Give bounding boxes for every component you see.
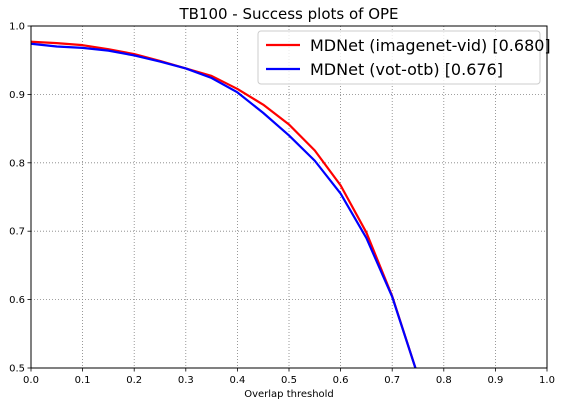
y-tick-label: 0.9	[9, 90, 25, 101]
series-layer	[30, 40, 417, 369]
y-tick-label: 0.6	[9, 295, 25, 306]
x-tick-label: 0.6	[333, 375, 349, 386]
x-tick-label: 0.8	[436, 375, 452, 386]
x-axis-label: Overlap threshold	[244, 389, 334, 400]
y-tick-label: 0.8	[9, 158, 25, 169]
series-line-1	[30, 42, 417, 369]
x-axis: 0.0 0.1 0.2 0.3 0.4 0.5 0.6 0.7 0.8 0.9 1.0	[23, 368, 555, 386]
series-line-0	[30, 40, 417, 369]
y-tick-label: 0.5	[9, 364, 25, 375]
y-axis: 0.5 0.6 0.7 0.8 0.9 1.0	[9, 22, 31, 375]
x-tick-label: 0.5	[281, 375, 297, 386]
x-tick-label: 0.4	[229, 375, 245, 386]
x-tick-label: 0.7	[384, 375, 400, 386]
legend: MDNet (imagenet-vid) [0.680] MDNet (vot-o…	[257, 30, 551, 85]
x-tick-label: 0.1	[75, 375, 91, 386]
y-tick-label: 1.0	[9, 22, 25, 33]
x-tick-label: 0.3	[178, 375, 194, 386]
x-tick-label: 1.0	[539, 375, 555, 386]
legend-box	[257, 30, 541, 85]
x-tick-label: 0.9	[487, 375, 503, 386]
legend-label-1: MDNet (vot-otb) [0.676]	[310, 60, 503, 79]
x-tick-label: 0.0	[23, 375, 39, 386]
x-tick-label: 0.2	[126, 375, 142, 386]
chart-title: TB100 - Success plots of OPE	[178, 5, 398, 23]
legend-label-0: MDNet (imagenet-vid) [0.680]	[310, 36, 551, 55]
y-tick-label: 0.7	[9, 227, 25, 238]
